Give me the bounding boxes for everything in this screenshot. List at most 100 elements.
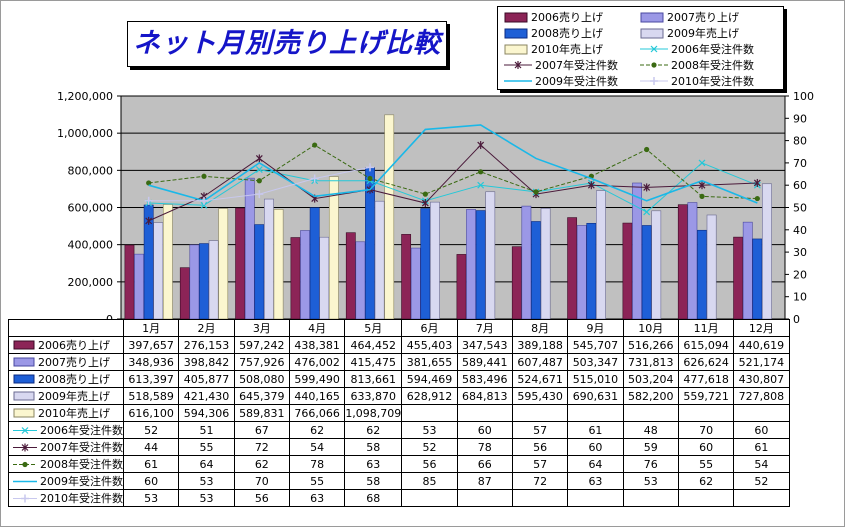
table-cell: 684,813 [456,387,513,405]
table-header-row: 1月 2月 3月 4月 5月 6月 7月 8月 9月 10月 11月 12月 [8,319,790,337]
table-cell: 476,002 [288,353,346,371]
bar-2007-m4 [300,230,310,320]
line-series-2008 [148,144,758,200]
bar-2010-m4 [328,176,339,320]
point-2007-m6 [421,199,429,208]
table-cell: 595,430 [511,387,569,405]
table-cell [677,489,735,507]
bar-2008-m11 [697,229,707,320]
point-2008-m12 [754,195,760,202]
table-cell [511,489,569,507]
key-rect [13,340,35,350]
point-2007-m1 [145,216,153,225]
legend-label: 2008年受注件数 [671,59,754,72]
bar-2009-m7 [485,191,496,320]
point-2008-m8 [533,189,539,195]
point-2008-m2 [201,173,207,179]
table-cell: 508,080 [233,370,290,388]
legend-line-key [13,461,37,467]
table-cell: 64 [567,455,624,473]
left-axis-tick-label: 400,000 [68,239,114,252]
bar-2006-m5 [345,232,356,320]
bar-2010-m3 [273,209,284,320]
table-cell: 48 [622,421,679,439]
table-row-header: 2008年受注件数 [8,455,124,473]
point-2006-m2 [200,201,208,209]
bar-2006-m10 [622,222,633,320]
table-cell: 515,010 [567,370,624,388]
x-axis-category-label: 1月 [122,319,180,337]
bar-2009-m10 [651,210,662,320]
table-cell: 757,926 [233,353,290,371]
table-cell: 53 [178,489,235,507]
key-rect [640,12,664,22]
table-cell: 61 [567,421,624,439]
bar-2006-m6 [401,234,412,320]
table-cell: 545,707 [567,336,624,354]
chart-title: ネット月別売り上げ比較 [133,28,441,59]
table-cell: 52 [733,472,790,490]
table-cell: 63 [567,472,624,490]
right-axis-tick-label: 90 [793,112,807,125]
bar-2007-m9 [576,225,587,320]
legend-label: 2010年受注件数 [671,75,754,88]
point-2008-m10 [644,146,650,153]
legend-label: 2008売り上げ [531,27,603,40]
table-cell: 64 [178,455,235,473]
table-cell: 56 [401,455,458,473]
table-cell: 72 [233,438,290,456]
bar-2008-m10 [641,225,652,320]
table-row: 2009年売上げ 518,589 421,430 645,379 440,165 633,… [8,387,790,405]
legend-line-key [504,80,532,82]
table-row: 2010年売上げ 616,100 594,306 589,831 766,066 1,09… [8,404,790,422]
table-cell: 52 [401,438,458,456]
bar-2009-m2 [208,240,219,320]
table-cell: 616,100 [122,404,180,422]
legend-line-key [640,62,668,68]
table-cell: 55 [677,455,735,473]
bar-2006-m9 [567,217,578,320]
bar-2009-m9 [596,190,606,320]
bar-2007-m6 [410,247,421,320]
key-circle [651,62,657,68]
legend-swatch [13,374,35,384]
table-row: 2006売り上げ 397,657 276,153 597,242 438,381 464,… [8,336,790,354]
bar-2009-m4 [319,236,330,320]
bar-2007-m8 [521,205,532,320]
point-2007-m11 [698,181,706,190]
table-cell: 53 [622,472,679,490]
x-axis-category-label: 10月 [622,319,679,337]
table-cell: 633,870 [344,387,403,405]
legend-line-key [504,61,532,69]
table-cell: 62 [233,455,290,473]
bar-2010-m1 [162,204,173,320]
legend-swatch [13,391,35,401]
legend-item: 2006年受注件数 [640,41,754,57]
x-axis-category-label: 8月 [511,319,569,337]
table-cell: 85 [401,472,458,490]
table-cell [622,489,679,507]
legend-swatch [640,28,664,38]
table-cell: 477,618 [677,370,735,388]
bar-2009-m6 [430,201,440,320]
table-cell: 398,842 [178,353,235,371]
bar-2006-m1 [124,244,135,320]
table-cell: 61 [733,438,790,456]
left-axis-tick-label: 1,200,000 [57,90,113,103]
point-2007-m7 [477,141,485,150]
x-axis-category-label: 4月 [288,319,346,337]
table-cell: 87 [456,472,513,490]
line-series-2007 [148,144,758,222]
right-axis-tick-label: 100 [793,90,814,103]
x-axis-category-label: 7月 [456,319,513,337]
table-row: 2006年受注件数 52 51 67 62 62 53 60 57 61 48 70 60 [8,421,790,439]
table-cell [733,404,790,422]
table-cell: 455,403 [401,336,458,354]
table-cell: 55 [178,438,235,456]
table-cell: 628,912 [401,387,458,405]
table-cell [622,404,679,422]
key-line [650,45,658,53]
legend-line-key [640,45,668,53]
table-row: 2008売り上げ 613,397 405,877 508,080 599,490 813,… [8,370,790,388]
key-rect [504,12,528,22]
